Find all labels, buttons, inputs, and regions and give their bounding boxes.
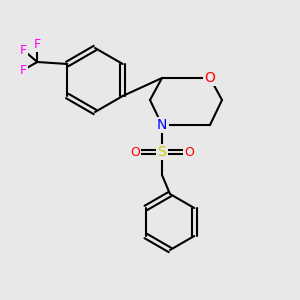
Text: F: F bbox=[20, 44, 27, 56]
Text: F: F bbox=[34, 38, 41, 50]
Text: F: F bbox=[20, 64, 27, 76]
Text: O: O bbox=[130, 146, 140, 158]
Text: N: N bbox=[157, 118, 167, 132]
Text: O: O bbox=[205, 71, 215, 85]
Text: O: O bbox=[184, 146, 194, 158]
Text: S: S bbox=[158, 145, 166, 159]
